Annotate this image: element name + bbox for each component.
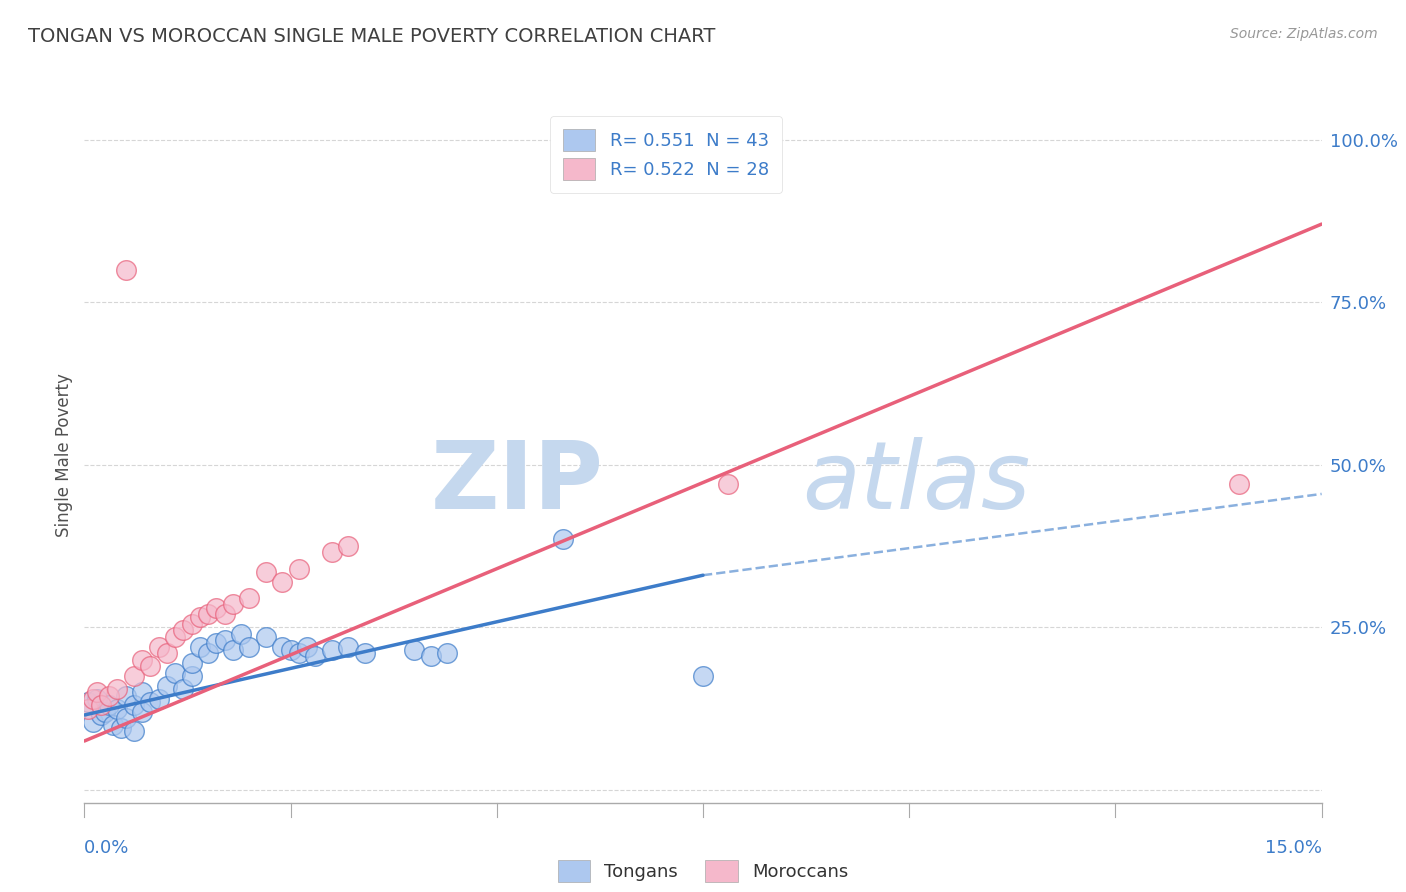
Text: Source: ZipAtlas.com: Source: ZipAtlas.com bbox=[1230, 27, 1378, 41]
Point bbox=[114, 689, 136, 703]
Point bbox=[165, 630, 187, 644]
Point bbox=[105, 701, 128, 715]
Point bbox=[436, 646, 458, 660]
Point bbox=[188, 610, 211, 624]
Point bbox=[321, 643, 343, 657]
Point bbox=[229, 626, 252, 640]
Point bbox=[82, 714, 104, 729]
Point bbox=[271, 574, 294, 589]
Point bbox=[188, 640, 211, 654]
Point bbox=[280, 643, 302, 657]
Point bbox=[692, 669, 714, 683]
Point bbox=[114, 262, 136, 277]
Text: ZIP: ZIP bbox=[432, 437, 605, 529]
Point bbox=[131, 685, 153, 699]
Point bbox=[222, 643, 245, 657]
Point bbox=[197, 607, 219, 622]
Point bbox=[717, 477, 740, 491]
Point bbox=[86, 685, 108, 699]
Point bbox=[321, 545, 343, 559]
Point bbox=[404, 643, 426, 657]
Point bbox=[131, 653, 153, 667]
Point bbox=[353, 646, 375, 660]
Point bbox=[1227, 477, 1250, 491]
Point bbox=[90, 698, 112, 713]
Point bbox=[180, 617, 202, 632]
Point bbox=[82, 691, 104, 706]
Point bbox=[238, 640, 260, 654]
Point bbox=[110, 721, 132, 735]
Point bbox=[214, 633, 236, 648]
Point bbox=[288, 646, 311, 660]
Text: 0.0%: 0.0% bbox=[84, 838, 129, 856]
Point bbox=[148, 640, 170, 654]
Text: TONGAN VS MOROCCAN SINGLE MALE POVERTY CORRELATION CHART: TONGAN VS MOROCCAN SINGLE MALE POVERTY C… bbox=[28, 27, 716, 45]
Legend: Tongans, Moroccans: Tongans, Moroccans bbox=[548, 851, 858, 891]
Point bbox=[337, 539, 360, 553]
Point bbox=[94, 705, 117, 719]
Point bbox=[90, 708, 112, 723]
Point bbox=[165, 665, 187, 680]
Point bbox=[205, 600, 228, 615]
Point bbox=[288, 562, 311, 576]
Point bbox=[156, 646, 179, 660]
Point bbox=[238, 591, 260, 605]
Point bbox=[105, 681, 128, 696]
Point bbox=[222, 598, 245, 612]
Point bbox=[122, 698, 145, 713]
Point bbox=[551, 533, 574, 547]
Point bbox=[139, 659, 162, 673]
Point bbox=[337, 640, 360, 654]
Point bbox=[419, 649, 441, 664]
Point bbox=[271, 640, 294, 654]
Point bbox=[254, 630, 277, 644]
Point bbox=[214, 607, 236, 622]
Point bbox=[122, 669, 145, 683]
Point bbox=[304, 649, 326, 664]
Point bbox=[172, 681, 194, 696]
Point bbox=[114, 711, 136, 725]
Y-axis label: Single Male Poverty: Single Male Poverty bbox=[55, 373, 73, 537]
Point bbox=[295, 640, 318, 654]
Point bbox=[172, 624, 194, 638]
Point bbox=[156, 679, 179, 693]
Point bbox=[77, 695, 100, 709]
Point bbox=[77, 701, 100, 715]
Point bbox=[139, 695, 162, 709]
Point bbox=[131, 705, 153, 719]
Point bbox=[205, 636, 228, 650]
Point bbox=[148, 691, 170, 706]
Point bbox=[86, 691, 108, 706]
Point bbox=[103, 718, 125, 732]
Text: atlas: atlas bbox=[801, 437, 1031, 528]
Text: 15.0%: 15.0% bbox=[1264, 838, 1322, 856]
Point bbox=[254, 565, 277, 579]
Point bbox=[122, 724, 145, 739]
Point bbox=[98, 698, 121, 713]
Point bbox=[180, 669, 202, 683]
Point bbox=[98, 689, 121, 703]
Point bbox=[180, 656, 202, 670]
Point bbox=[197, 646, 219, 660]
